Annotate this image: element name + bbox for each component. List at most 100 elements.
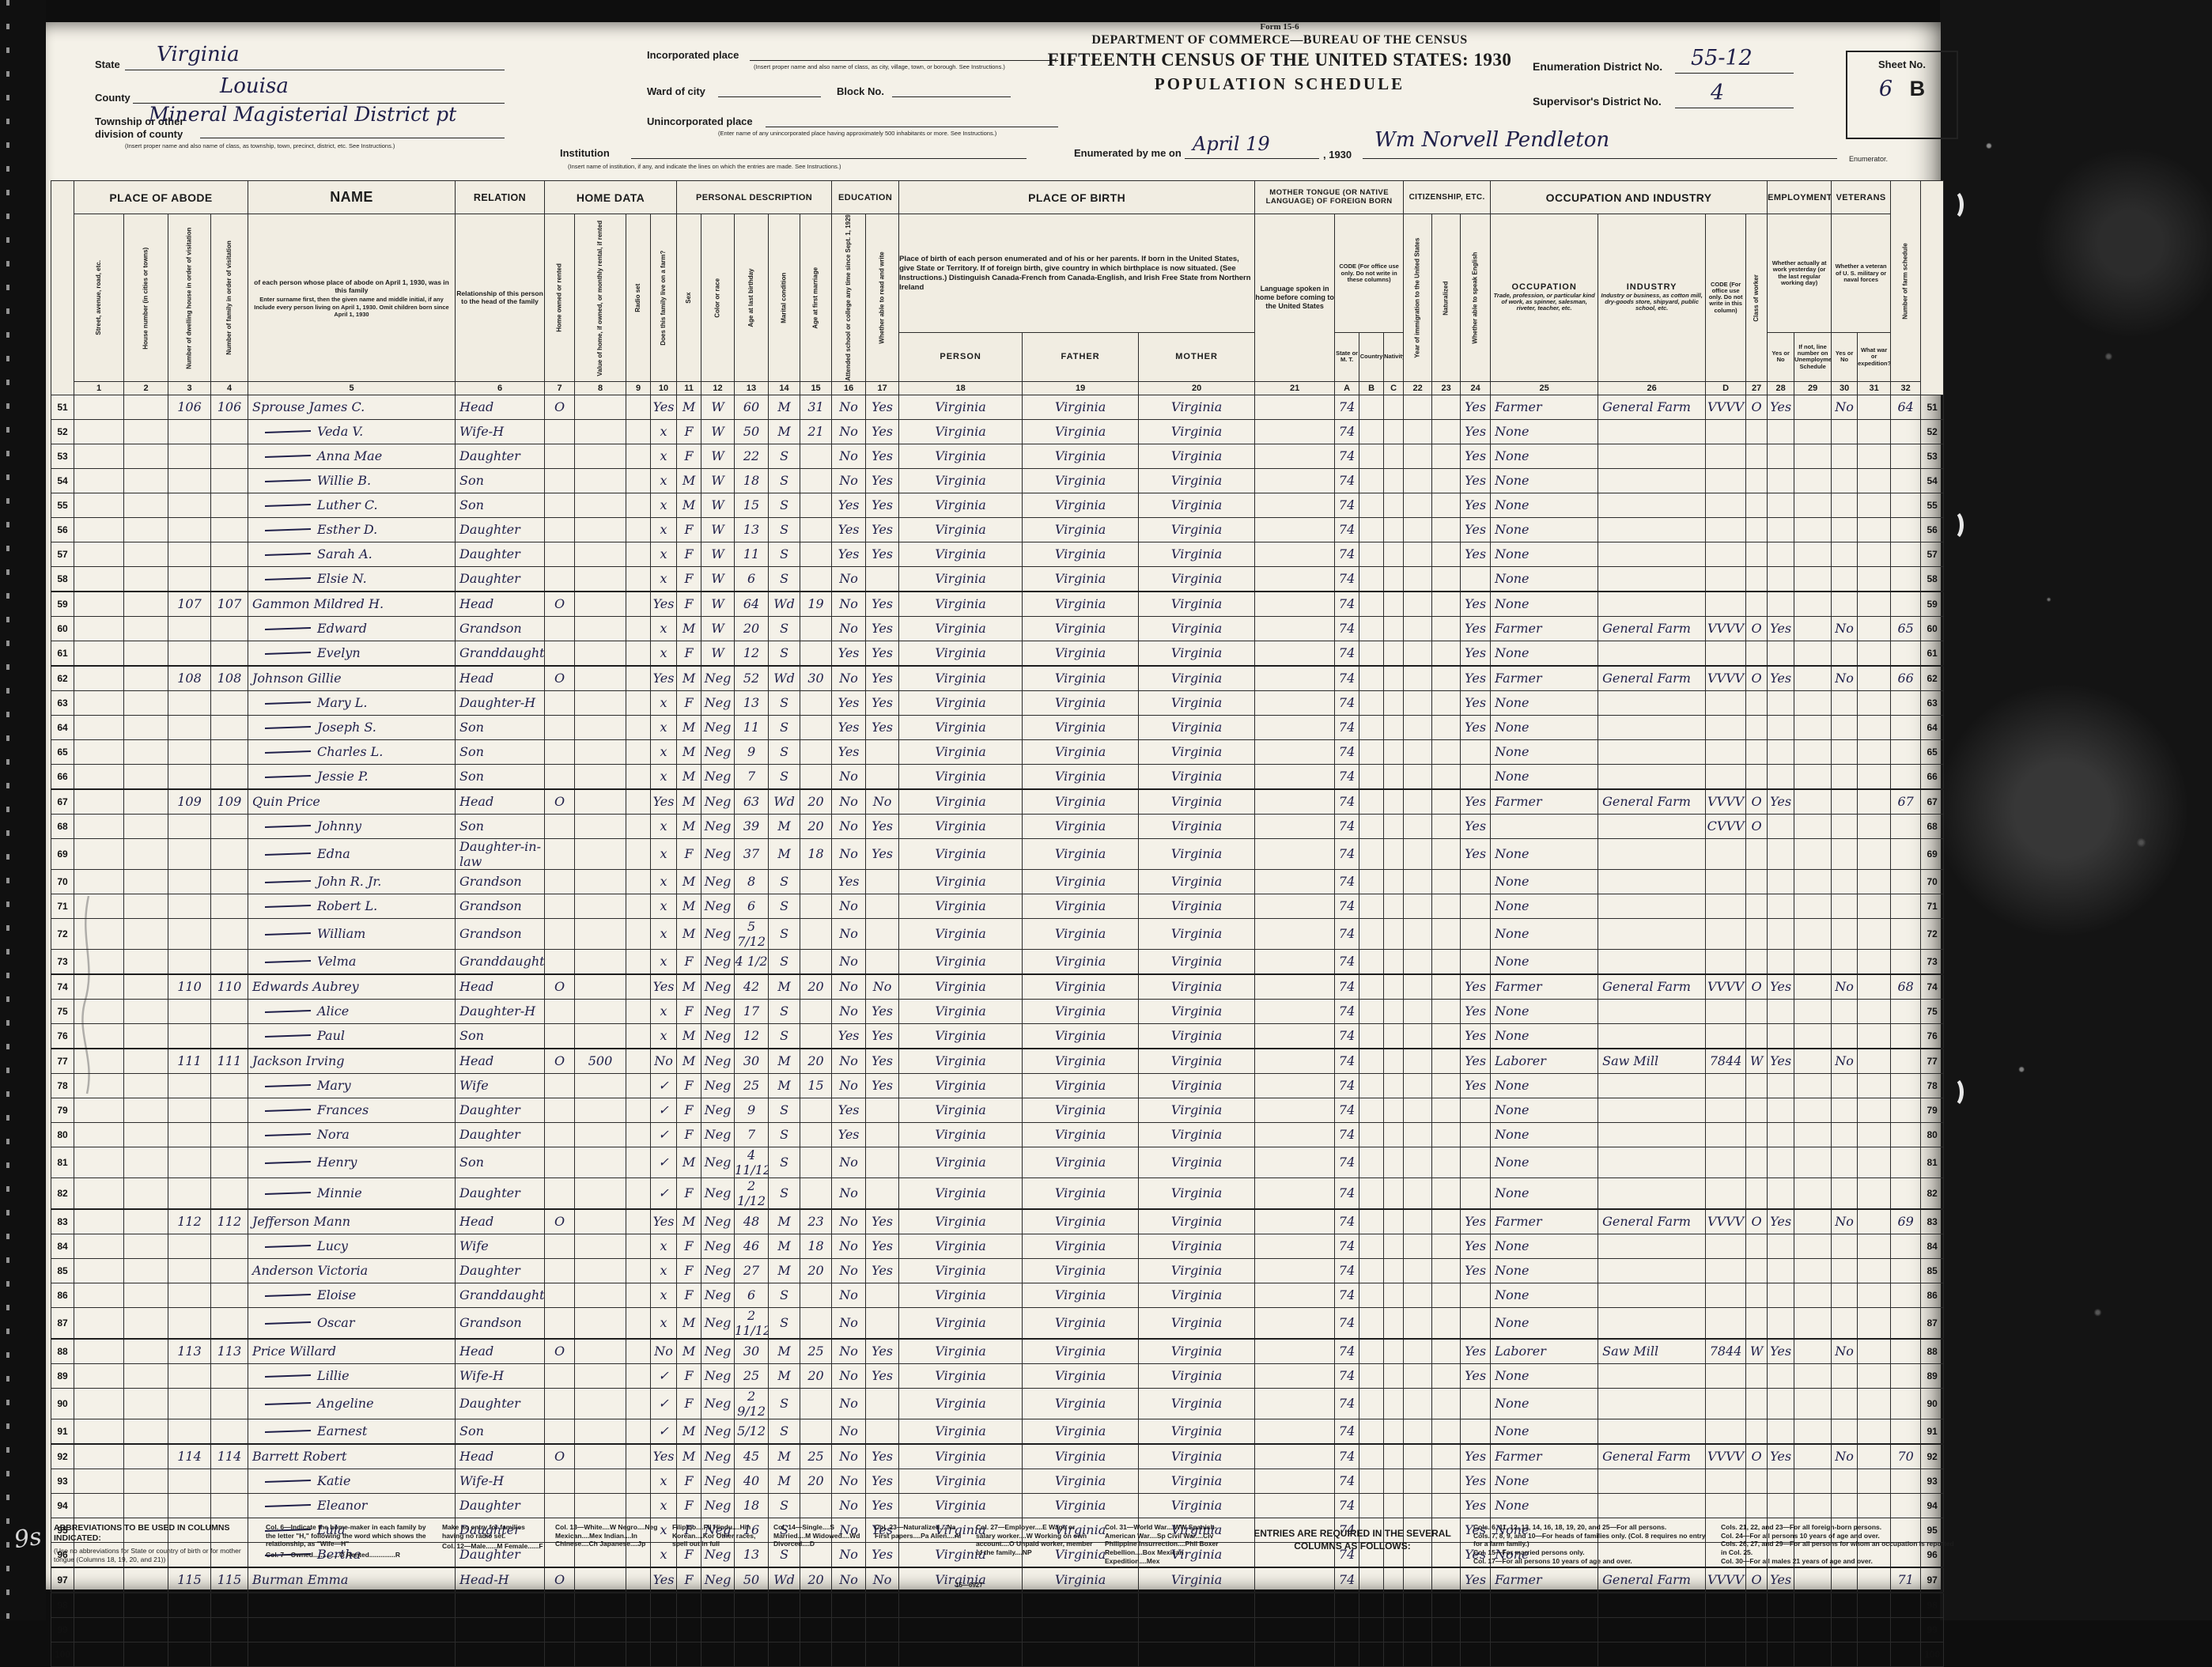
cell-cb <box>1359 1641 1385 1667</box>
cell-in: General Farm <box>1598 665 1707 691</box>
cell-e1: Yes <box>1767 1208 1795 1234</box>
group-occupation-industry: OCCUPATION AND INDUSTRY <box>1490 180 1768 214</box>
cell-yi <box>1403 690 1433 716</box>
cell-am <box>800 1097 833 1123</box>
cell-en: Yes <box>1460 1233 1492 1259</box>
cell-cc <box>1383 917 1405 950</box>
cell-na <box>1431 1387 1461 1419</box>
cell-cl: Neg <box>701 690 735 716</box>
cell-e1 <box>1767 1616 1795 1642</box>
cell-en <box>1460 1641 1492 1667</box>
cell-hn <box>123 443 168 469</box>
cell-nm: Veda V. <box>248 418 456 444</box>
table-row: 69 Edna Daughter-in-law x F Neg 37 M 18 No Yes Virg… <box>51 837 1945 870</box>
cell-pm: Virginia <box>1138 516 1256 542</box>
cell-pf <box>1022 1641 1140 1667</box>
cell-ln2: 98 <box>1920 1592 1945 1618</box>
cell-ln2: 94 <box>1920 1492 1945 1518</box>
cell-fm <box>210 1097 248 1123</box>
cell-rl: Grandson <box>455 917 545 950</box>
cell-rw: Yes <box>865 665 900 691</box>
cell-rw <box>865 739 900 765</box>
cell-oc: None <box>1490 541 1599 567</box>
cell-en <box>1460 1306 1492 1340</box>
cell-lg <box>1254 948 1336 975</box>
cell-ca: 74 <box>1334 1418 1360 1445</box>
cell-fs <box>1890 1387 1922 1419</box>
cell-na <box>1431 1121 1461 1147</box>
cell-rl: Granddaughter <box>455 640 545 667</box>
cell-cd <box>1705 1468 1747 1494</box>
cell-rd <box>626 492 651 518</box>
cell-cc <box>1383 1338 1405 1364</box>
cell-en: Yes <box>1460 1257 1492 1283</box>
cell-cl: W <box>701 541 735 567</box>
cell-fm <box>210 516 248 542</box>
cell-hn <box>123 893 168 919</box>
cell-sc: Yes <box>831 492 867 518</box>
cell-na <box>1431 418 1461 444</box>
cell-oc: None <box>1490 1541 1599 1568</box>
cell-pm: Virginia <box>1138 948 1256 975</box>
column-number: 20 <box>1138 380 1256 395</box>
cell-ag: 12 <box>734 640 769 667</box>
cell-ag: 16 <box>734 1517 769 1543</box>
cell-am: 21 <box>800 418 833 444</box>
cell-e2 <box>1794 948 1832 975</box>
cell-lg <box>1254 467 1336 493</box>
cell-sc: No <box>831 948 867 975</box>
cell-hn <box>123 516 168 542</box>
column-number: 24 <box>1460 380 1492 395</box>
col-naturalization: Naturalized <box>1431 214 1461 382</box>
cell-cc <box>1383 1541 1405 1568</box>
cell-fs <box>1890 1177 1922 1210</box>
cell-lg <box>1254 1233 1336 1259</box>
cell-fs <box>1890 565 1922 592</box>
cell-fs <box>1890 1641 1922 1667</box>
cell-pf: Virginia <box>1022 665 1140 691</box>
cell-hm <box>544 739 575 765</box>
cell-sc: No <box>831 1306 867 1340</box>
person-name: Velma <box>317 954 357 970</box>
cell-rl: Son <box>455 714 545 740</box>
cell-fs <box>1890 690 1922 716</box>
cell-vl <box>574 665 626 691</box>
cell-vl <box>574 917 626 950</box>
person-name: Barrett Robert <box>252 1449 347 1465</box>
cell-fm <box>210 640 248 667</box>
cell-ln: 92 <box>51 1443 74 1469</box>
cell-en: Yes <box>1460 1492 1492 1518</box>
cell-cd: 7844 <box>1705 1338 1747 1364</box>
cell-pf: Virginia <box>1022 868 1140 894</box>
cell-lg <box>1254 1387 1336 1419</box>
cell-fm <box>210 1592 248 1618</box>
cell-v1 <box>1831 1468 1858 1494</box>
cell-cc <box>1383 837 1405 870</box>
cell-cb <box>1359 418 1385 444</box>
cell-fa: x <box>649 917 678 950</box>
cell-ca: 74 <box>1334 640 1360 667</box>
cell-yi <box>1403 492 1433 518</box>
abbrev-title: ABBREVIATIONS TO BE USED IN COLUMNS INDI… <box>54 1523 230 1544</box>
cell-fs <box>1890 1338 1922 1364</box>
group-home-data: HOME DATA <box>543 180 678 214</box>
cell-nm: Jessie P. <box>248 763 456 790</box>
cell-vl <box>574 1592 626 1618</box>
table-row: 78 Mary Wife ✓ F Neg 25 M 15 No Yes Virginia Virgini… <box>51 1072 1945 1098</box>
cell-e2 <box>1794 1306 1832 1340</box>
table-row: 67 109 109 Quin Price Head O Yes M Neg 63 Wd 20 No No… <box>51 788 1945 815</box>
cell-v1 <box>1831 714 1858 740</box>
table-row: 54 Willie B. Son x M W 18 S No Yes Virginia Virgini… <box>51 467 1945 493</box>
cell-fm: 113 <box>210 1338 248 1364</box>
cell-rd <box>626 714 651 740</box>
cell-dw <box>168 1387 211 1419</box>
cell-e2 <box>1794 1641 1832 1667</box>
cell-cd <box>1705 1387 1747 1419</box>
cell-cb <box>1359 565 1385 592</box>
cell-rl: Daughter <box>455 565 545 592</box>
cell-fs <box>1890 1072 1922 1098</box>
cell-e2 <box>1794 788 1832 815</box>
cell-cl: Neg <box>701 1023 735 1049</box>
column-number: B <box>1359 380 1385 395</box>
cell-sc <box>831 1592 867 1618</box>
